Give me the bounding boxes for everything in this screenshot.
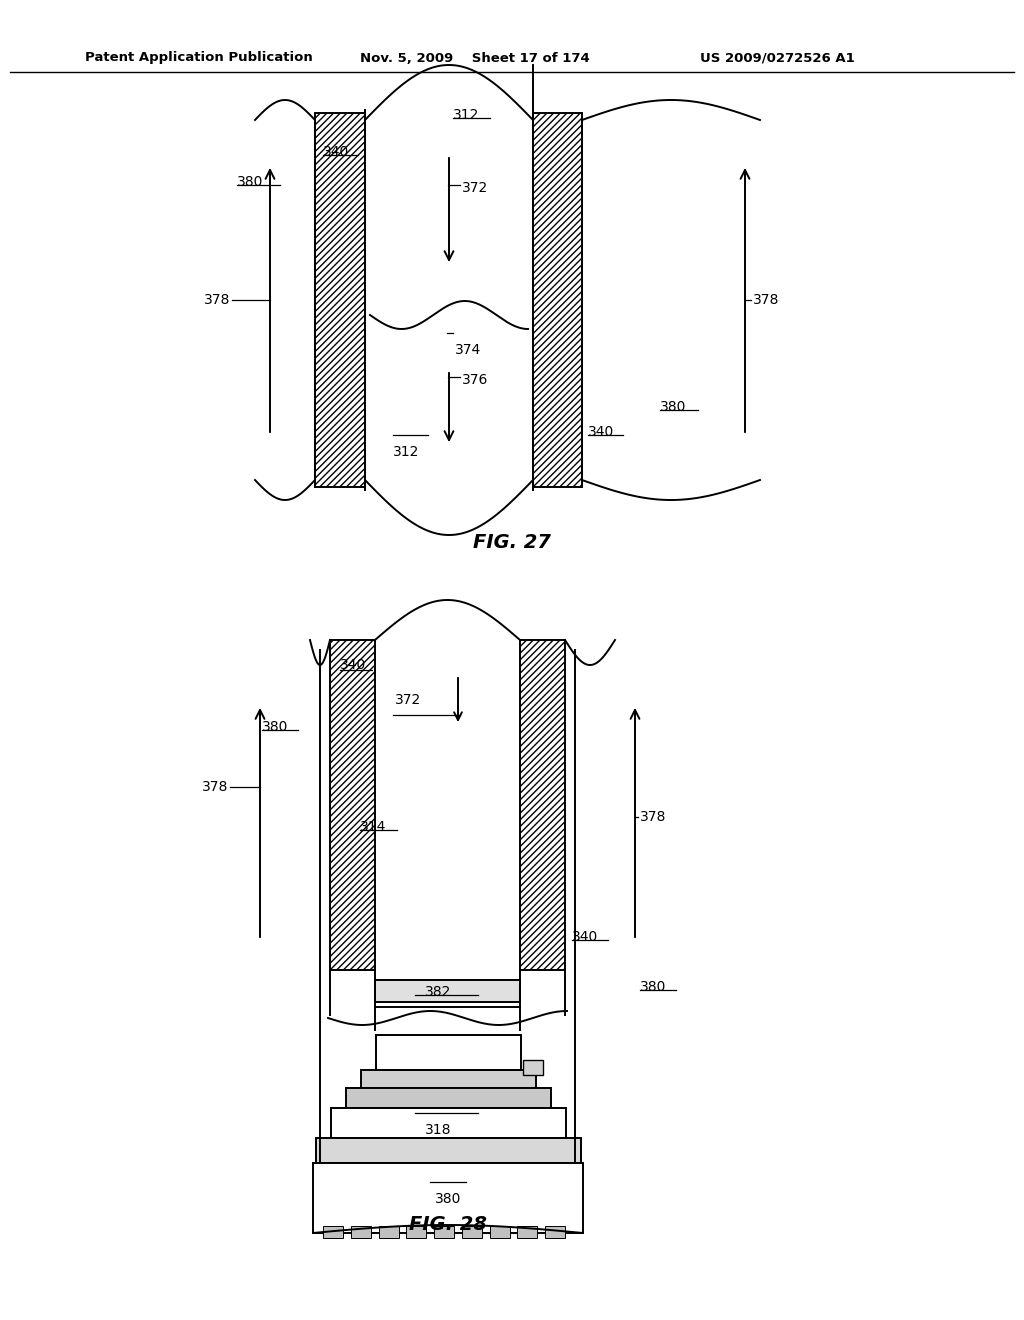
Bar [489,1226,510,1238]
Text: Nov. 5, 2009    Sheet 17 of 174: Nov. 5, 2009 Sheet 17 of 174 [360,51,590,65]
Text: 378: 378 [204,293,230,308]
Bar [545,1226,565,1238]
Bar [331,1107,566,1138]
Bar [379,1226,398,1238]
Bar [434,1226,454,1238]
Text: 378: 378 [202,780,228,795]
Text: 380: 380 [435,1192,461,1206]
Text: 378: 378 [640,810,667,824]
Text: 312: 312 [453,108,479,121]
Text: 340: 340 [340,657,367,672]
Bar [316,1138,581,1163]
Text: 380: 380 [660,400,686,414]
Text: FIG. 27: FIG. 27 [473,533,551,553]
Bar [351,1226,371,1238]
Text: 382: 382 [425,985,452,999]
Text: 372: 372 [462,181,488,195]
Text: US 2009/0272526 A1: US 2009/0272526 A1 [700,51,855,65]
Text: 374: 374 [455,343,481,356]
Bar [375,979,520,1002]
Bar [313,1163,583,1233]
Bar [315,114,365,487]
Bar [346,1088,551,1107]
Text: 372: 372 [395,693,421,708]
Bar [517,1226,538,1238]
Text: 380: 380 [237,176,263,189]
Text: 378: 378 [753,293,779,308]
Bar [534,114,582,487]
Bar [323,1226,343,1238]
Bar [407,1226,426,1238]
Text: 314: 314 [360,820,386,834]
Text: 380: 380 [262,719,289,734]
Bar [376,1035,521,1071]
Bar [520,640,565,970]
Text: 380: 380 [640,979,667,994]
Bar [462,1226,482,1238]
Text: 340: 340 [588,425,614,440]
Bar [523,1060,543,1074]
Bar [534,114,582,487]
Bar [330,640,375,970]
Text: 340: 340 [323,145,349,158]
Text: 376: 376 [462,374,488,387]
Bar [361,1071,536,1088]
Bar [520,640,565,970]
Text: 340: 340 [572,931,598,944]
Text: FIG. 28: FIG. 28 [409,1216,487,1234]
Text: 318: 318 [425,1123,452,1137]
Bar [315,114,365,487]
Text: 312: 312 [393,445,420,459]
Text: Patent Application Publication: Patent Application Publication [85,51,312,65]
Bar [330,640,375,970]
